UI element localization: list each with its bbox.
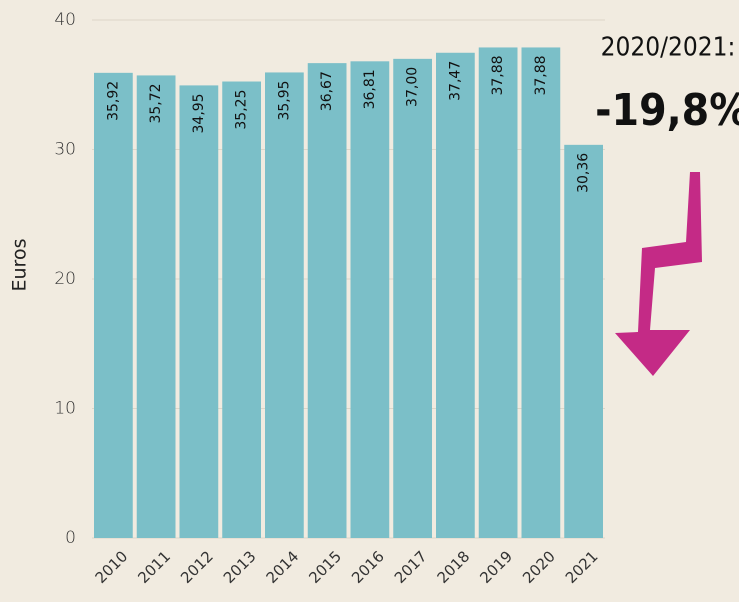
bar bbox=[136, 75, 176, 539]
bar bbox=[265, 72, 304, 538]
bar bbox=[436, 52, 475, 539]
x-tick-label: 2011 bbox=[134, 547, 174, 587]
y-tick-label: 40 bbox=[54, 10, 76, 30]
x-tick-label: 2013 bbox=[220, 547, 260, 587]
x-tick-label: 2018 bbox=[434, 547, 474, 587]
value-label: 35,25 bbox=[234, 90, 250, 130]
bar bbox=[94, 72, 133, 538]
arrow-icon bbox=[615, 172, 702, 376]
x-tick-label: 2019 bbox=[476, 547, 516, 587]
value-label: 36,81 bbox=[362, 69, 378, 109]
annotation: -19,8% bbox=[595, 85, 739, 136]
x-tick-label: 2012 bbox=[177, 547, 217, 587]
value-label: 30,36 bbox=[576, 153, 592, 193]
x-tick-label: 2020 bbox=[519, 547, 559, 587]
bar bbox=[222, 81, 261, 538]
value-label: 37,00 bbox=[405, 67, 421, 107]
bar bbox=[393, 58, 432, 538]
bar bbox=[478, 47, 518, 538]
x-tick-label: 2017 bbox=[391, 547, 431, 587]
y-tick-label: 20 bbox=[54, 269, 76, 289]
value-label: 37,88 bbox=[490, 55, 506, 95]
value-label: 35,95 bbox=[276, 80, 292, 120]
x-tick-label: 2015 bbox=[305, 547, 345, 587]
x-tick-label: 2014 bbox=[263, 547, 303, 587]
annotation: 2020/2021: bbox=[601, 33, 736, 63]
value-label: 36,67 bbox=[319, 71, 335, 111]
bar bbox=[350, 61, 390, 539]
value-label: 35,72 bbox=[148, 83, 164, 123]
x-tick-label: 2021 bbox=[562, 547, 602, 587]
value-label: 37,88 bbox=[533, 55, 549, 95]
bar bbox=[179, 85, 219, 539]
x-tick-label: 2016 bbox=[348, 547, 388, 587]
bar bbox=[521, 47, 561, 538]
bar bbox=[564, 144, 603, 538]
value-label: 35,92 bbox=[105, 81, 121, 121]
y-axis-label: Euros bbox=[9, 239, 31, 292]
y-tick-label: 30 bbox=[54, 140, 76, 160]
y-tick-label: 0 bbox=[65, 528, 76, 548]
value-label: 37,47 bbox=[447, 61, 463, 101]
x-tick-label: 2010 bbox=[92, 547, 132, 587]
bar bbox=[307, 63, 347, 538]
y-tick-label: 10 bbox=[54, 399, 76, 419]
value-label: 34,95 bbox=[191, 93, 207, 133]
